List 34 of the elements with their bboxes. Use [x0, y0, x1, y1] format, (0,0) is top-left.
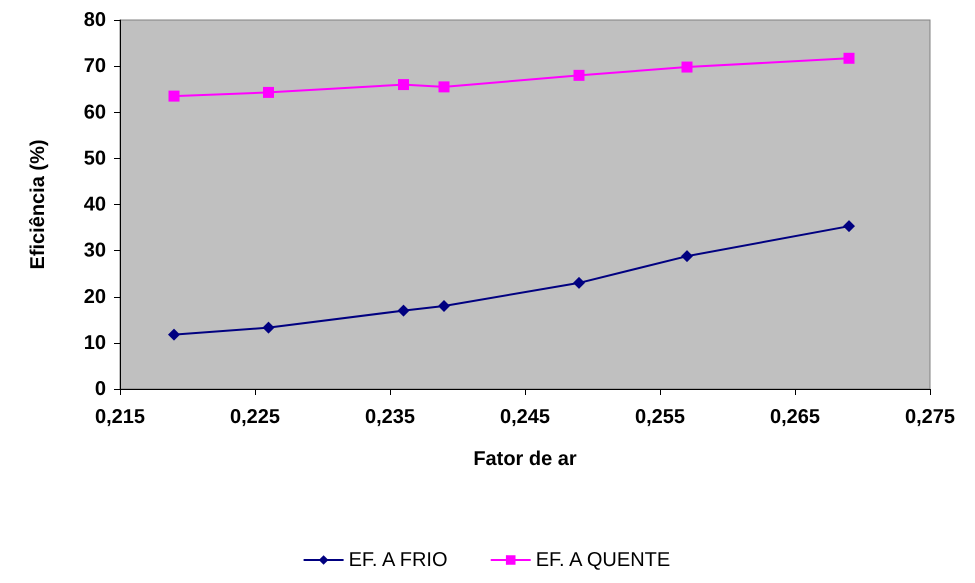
y-axis-title: Eficiência (%)	[27, 139, 49, 270]
point	[573, 276, 585, 289]
point	[438, 300, 450, 312]
point	[682, 62, 692, 73]
y-tick-label: 50	[84, 147, 106, 170]
x-axis-title: Fator de ar	[473, 448, 577, 470]
point	[168, 90, 180, 102]
x-tick-label: 0,235	[364, 406, 416, 428]
point	[168, 328, 180, 341]
y-tick-label: 60	[84, 101, 106, 124]
point	[574, 70, 584, 81]
legend-label: EF. A FRIO	[348, 549, 448, 571]
legend-label: EF. A QUENTE	[536, 549, 670, 571]
point	[263, 86, 274, 98]
point	[843, 220, 855, 232]
point	[681, 250, 693, 262]
point	[844, 52, 854, 64]
x-tick-label: 0,215	[94, 406, 146, 428]
y-tick-label: 10	[84, 332, 106, 354]
y-tick-label: 40	[84, 194, 106, 216]
y-tick-label: 20	[84, 286, 106, 308]
y-tick-label: 70	[84, 55, 106, 78]
point	[398, 79, 409, 90]
x-tick-label: 0,255	[634, 406, 686, 428]
y-tick-label: 30	[84, 240, 106, 262]
x-tick-label: 0,265	[770, 406, 820, 428]
point	[262, 322, 274, 334]
x-tick-label: 0,275	[904, 406, 956, 428]
y-tick-label: 0	[94, 378, 106, 400]
point	[398, 304, 410, 317]
x-tick-label: 0,225	[230, 406, 280, 428]
x-tick-label: 0,245	[500, 406, 550, 428]
point	[438, 81, 450, 92]
y-tick-label: 80	[84, 9, 106, 31]
